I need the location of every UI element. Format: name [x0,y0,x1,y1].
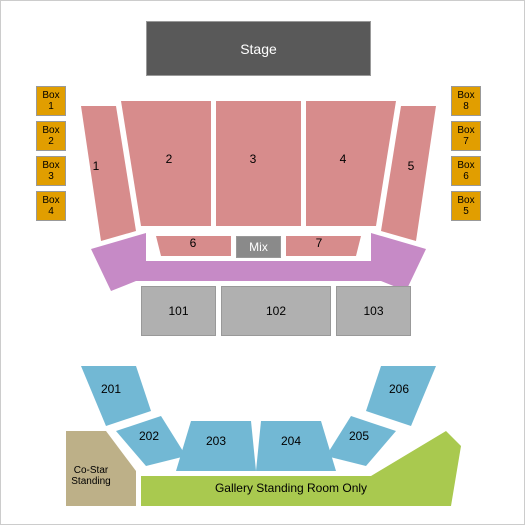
box-right-1[interactable]: Box8 [451,86,481,116]
floor-2-label: 2 [166,152,173,166]
section-205-label: 205 [349,429,369,443]
section-102[interactable]: 102 [221,286,331,336]
box-left-2[interactable]: Box2 [36,121,66,151]
section-101[interactable]: 101 [141,286,216,336]
mix[interactable]: Mix [236,236,281,258]
box-right-2[interactable]: Box7 [451,121,481,151]
stage[interactable]: Stage [146,21,371,76]
section-103[interactable]: 103 [336,286,411,336]
section-202-label: 202 [139,429,159,443]
box-right-3[interactable]: Box6 [451,156,481,186]
section-203-label: 203 [206,434,226,448]
box-left-1[interactable]: Box1 [36,86,66,116]
box-left-3[interactable]: Box3 [36,156,66,186]
seating-chart: Stage Box1 Box2 Box3 Box4 Box8 Box7 Box6 Box5 1 2 3… [0,0,525,525]
floor-7-label: 7 [316,236,323,250]
floor-5-label: 5 [408,159,415,173]
section-206-label: 206 [389,382,409,396]
section-204-label: 204 [281,434,301,448]
gallery-standing-label: Gallery Standing Room Only [215,481,367,495]
box-right-4[interactable]: Box5 [451,191,481,221]
floor-3-label: 3 [250,152,257,166]
floor-1-label: 1 [93,159,100,173]
section-201-label: 201 [101,382,121,396]
costar-standing-label: Co-StarStanding [71,465,110,487]
floor-6-label: 6 [190,236,197,250]
box-left-4[interactable]: Box4 [36,191,66,221]
floor-4-label: 4 [340,152,347,166]
